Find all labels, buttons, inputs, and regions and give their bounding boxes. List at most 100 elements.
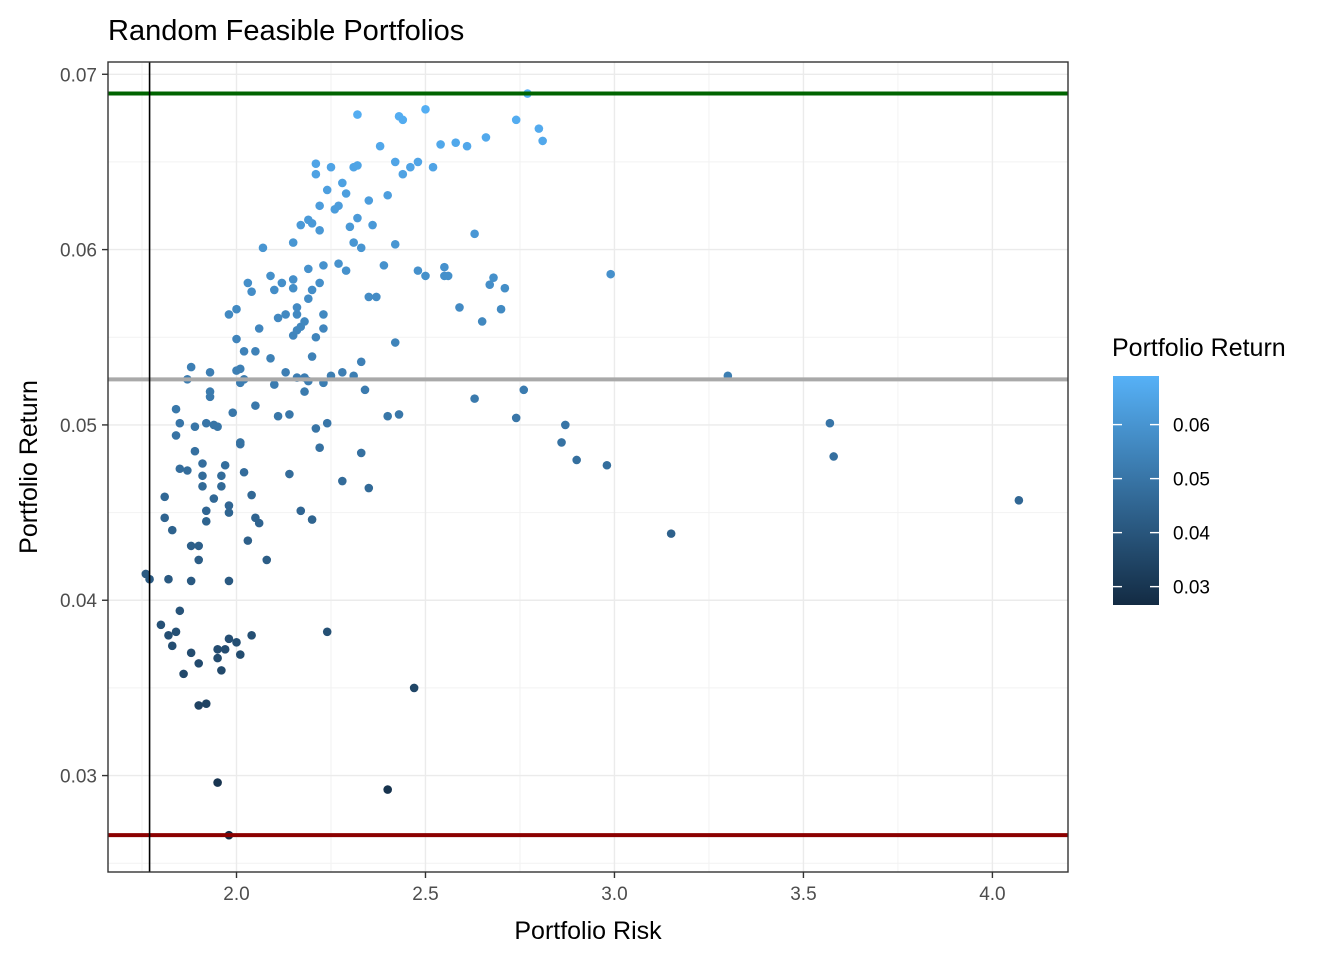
data-point <box>534 124 544 133</box>
data-point <box>285 410 294 419</box>
data-point <box>239 467 249 477</box>
data-point <box>561 420 570 430</box>
data-point <box>235 364 245 374</box>
data-point <box>258 243 268 253</box>
data-point <box>164 631 173 640</box>
y-axis-title: Portfolio Return <box>15 380 43 554</box>
data-point <box>171 404 181 414</box>
data-point <box>413 157 423 167</box>
data-point <box>269 380 279 389</box>
data-point <box>311 159 321 168</box>
data-point <box>462 141 472 151</box>
data-point <box>334 259 343 268</box>
legend-ticks: 0.03 0.04 0.05 0.06 <box>1113 416 1210 599</box>
legend-tick-label: 0.03 <box>1173 578 1210 599</box>
data-point <box>300 317 309 326</box>
y-tick-label: 0.03 <box>60 767 97 788</box>
data-point <box>243 278 253 288</box>
x-tick-label: 3.0 <box>601 884 627 905</box>
data-point <box>338 178 347 188</box>
data-point <box>356 357 366 367</box>
data-point <box>421 271 430 281</box>
data-point <box>353 213 362 223</box>
data-point <box>251 346 260 356</box>
data-point <box>201 506 211 516</box>
data-point <box>213 778 222 787</box>
data-point <box>322 185 332 195</box>
data-point <box>383 411 392 421</box>
data-point <box>368 220 377 230</box>
data-point <box>413 266 423 275</box>
data-point <box>220 645 230 654</box>
data-point <box>198 481 207 491</box>
panel-background <box>108 62 1068 872</box>
data-point <box>356 448 366 458</box>
data-point <box>307 218 317 228</box>
data-point <box>428 162 438 172</box>
data-point <box>167 525 177 535</box>
data-point <box>383 190 392 200</box>
data-point <box>201 699 211 708</box>
data-point <box>1014 496 1024 505</box>
data-point <box>254 518 264 528</box>
chart-title: Random Feasible Portfolios <box>108 15 464 47</box>
data-point <box>194 555 204 565</box>
data-point <box>235 438 245 447</box>
data-point <box>194 541 204 551</box>
data-point <box>311 169 321 179</box>
data-point <box>307 352 317 361</box>
data-point <box>455 303 464 312</box>
data-point <box>171 431 181 440</box>
data-point <box>269 285 279 295</box>
data-point <box>304 264 313 274</box>
data-point <box>364 483 374 493</box>
data-point <box>300 387 309 396</box>
data-point <box>292 310 302 319</box>
data-point <box>383 785 392 794</box>
data-point <box>232 334 241 344</box>
data-point <box>322 627 332 637</box>
data-point <box>186 648 196 658</box>
data-point <box>281 310 290 319</box>
data-point <box>213 422 222 431</box>
data-point <box>224 310 234 319</box>
data-point <box>315 443 324 453</box>
data-point <box>364 196 374 205</box>
data-point <box>224 576 234 586</box>
data-point <box>198 459 207 468</box>
data-point <box>500 283 510 293</box>
data-point <box>349 238 358 247</box>
data-point <box>338 476 347 486</box>
data-point <box>266 353 275 363</box>
data-point <box>519 385 529 395</box>
data-point <box>288 238 298 247</box>
data-point <box>190 422 200 431</box>
data-point <box>511 115 521 125</box>
data-point <box>277 278 287 288</box>
data-point <box>477 317 487 326</box>
data-point <box>319 324 328 333</box>
x-axis-ticks: 2.0 2.5 3.0 3.5 4.0 <box>223 872 1006 905</box>
data-point <box>273 411 283 421</box>
data-point <box>334 201 343 211</box>
data-point <box>262 555 272 565</box>
data-point <box>538 136 547 146</box>
x-tick-label: 2.0 <box>223 884 249 905</box>
data-point <box>247 490 256 500</box>
data-point <box>296 220 306 230</box>
data-point <box>190 446 200 456</box>
data-point <box>186 541 196 551</box>
y-tick-label: 0.06 <box>60 241 97 262</box>
data-point <box>825 418 835 428</box>
data-point <box>194 659 204 668</box>
color-legend: Portfolio Return 0.03 0.04 0.05 0.06 <box>1112 334 1286 605</box>
legend-tick-label: 0.05 <box>1173 470 1210 491</box>
data-point <box>481 133 491 142</box>
data-point <box>338 368 347 377</box>
data-point <box>322 418 332 428</box>
data-point <box>160 492 169 502</box>
data-point <box>390 157 400 167</box>
x-axis-title: Portfolio Risk <box>514 917 662 945</box>
legend-tick-label: 0.04 <box>1173 524 1210 545</box>
data-point <box>201 517 211 526</box>
